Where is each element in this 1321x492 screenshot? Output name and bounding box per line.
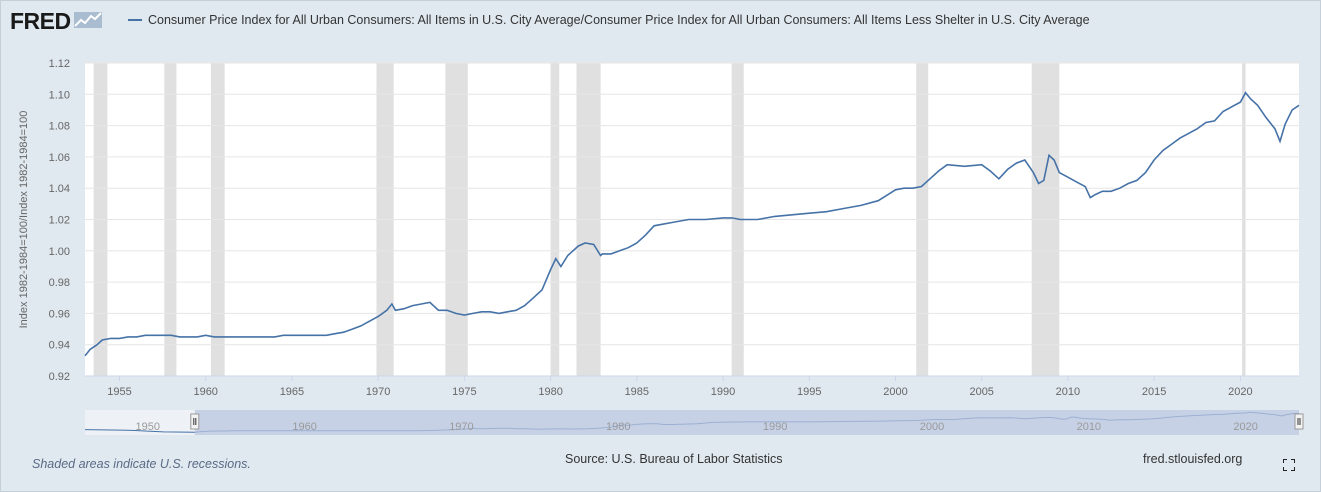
navigator-handle[interactable] xyxy=(190,413,200,430)
site-link[interactable]: fred.stlouisfed.org xyxy=(1143,452,1243,466)
y-tick-label: 1.04 xyxy=(49,183,70,195)
x-tick-label: 2015 xyxy=(1142,386,1166,398)
fred-logo[interactable]: FRED xyxy=(10,7,71,34)
navigator-tick-label: 2010 xyxy=(1077,421,1101,433)
x-tick-label: 1960 xyxy=(193,386,217,398)
x-tick-label: 2005 xyxy=(969,386,993,398)
source-credit: Source: U.S. Bureau of Labor Statistics xyxy=(565,452,783,466)
y-tick-label: 1.08 xyxy=(49,121,70,133)
x-tick-label: 1990 xyxy=(711,386,735,398)
y-axis-label: Index 1982-1984=100/Index 1982-1984=100 xyxy=(18,111,30,329)
navigator-tick-label: 1970 xyxy=(449,421,473,433)
x-tick-label: 2010 xyxy=(1056,386,1080,398)
y-tick-label: 0.92 xyxy=(49,371,70,383)
legend-line-icon xyxy=(128,19,142,21)
series-legend[interactable]: Consumer Price Index for All Urban Consu… xyxy=(128,13,1090,27)
x-tick-label: 1965 xyxy=(280,386,304,398)
x-tick-label: 2020 xyxy=(1228,386,1252,398)
legend-label: Consumer Price Index for All Urban Consu… xyxy=(148,13,1090,27)
navigator-tick-label: 1990 xyxy=(763,421,787,433)
y-tick-label: 0.94 xyxy=(49,340,70,352)
x-tick-label: 2000 xyxy=(883,386,907,398)
x-tick-label: 1995 xyxy=(797,386,821,398)
y-tick-label: 1.06 xyxy=(49,152,70,164)
x-tick-label: 1975 xyxy=(452,386,476,398)
y-tick-label: 1.10 xyxy=(49,89,70,101)
series-line xyxy=(84,91,1300,357)
navigator-tick-label: 1980 xyxy=(606,421,630,433)
navigator-tick-label: 2000 xyxy=(920,421,944,433)
y-tick-label: 0.96 xyxy=(49,308,70,320)
navigator-tick-label: 1950 xyxy=(135,421,159,433)
x-tick-label: 1980 xyxy=(538,386,562,398)
navigator-selection[interactable] xyxy=(194,410,1299,435)
y-tick-label: 1.12 xyxy=(49,58,70,70)
navigator-handle[interactable] xyxy=(1294,413,1304,430)
fullscreen-icon[interactable] xyxy=(1282,458,1296,472)
x-tick-label: 1985 xyxy=(625,386,649,398)
navigator-tick-label: 1960 xyxy=(292,421,316,433)
fred-header: FRED xyxy=(10,8,102,34)
x-tick-label: 1955 xyxy=(107,386,131,398)
x-tick-label: 1970 xyxy=(366,386,390,398)
y-tick-label: 0.98 xyxy=(49,277,70,289)
y-tick-label: 1.00 xyxy=(49,246,70,258)
y-tick-label: 1.02 xyxy=(49,215,70,227)
navigator-tick-label: 2020 xyxy=(1233,421,1257,433)
fred-chart-logo-icon xyxy=(73,10,102,33)
recession-note: Shaded areas indicate U.S. recessions. xyxy=(32,457,251,471)
